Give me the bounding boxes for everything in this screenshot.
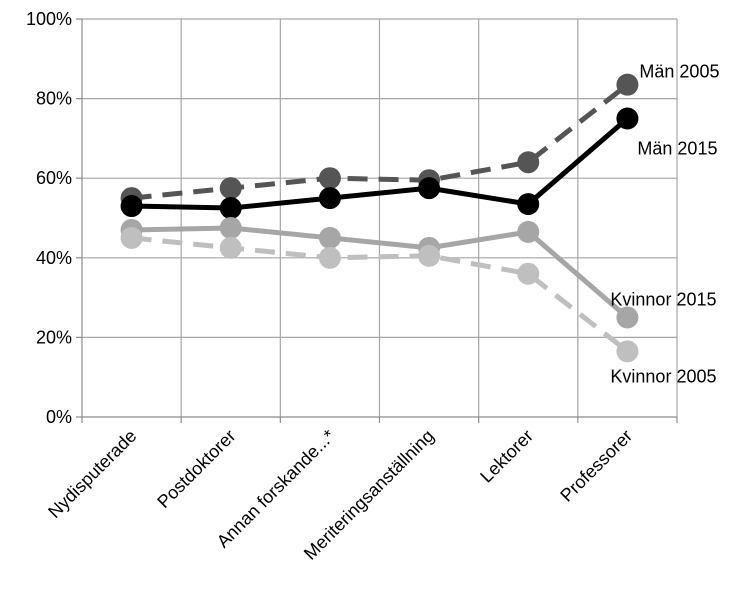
data-point-kvinnor-2015 [219, 216, 242, 239]
series-line-kvinnor-2015 [131, 225, 630, 320]
series-labels: Män 2005 Män 2015 Kvinnor 2015 Kvinnor 2005 [610, 62, 719, 387]
y-axis-ticks: 0% 20% 40% 60% 80% 100% [26, 9, 82, 427]
data-point-man-2005 [517, 151, 540, 174]
data-point-kvinnor-2015 [616, 306, 639, 329]
x-tick-label: Postdoktorer [153, 426, 239, 512]
data-point-man-2015 [219, 197, 242, 220]
series-label-kvinnor-2015: Kvinnor 2015 [610, 290, 716, 310]
y-tick-label: 100% [26, 9, 72, 29]
data-point-man-2015 [517, 193, 540, 216]
data-point-kvinnor-2005 [219, 236, 242, 259]
y-tick-label: 80% [36, 89, 72, 109]
data-point-man-2005 [616, 73, 639, 96]
x-tick-label: Lektorer [476, 426, 537, 487]
series-label-man-2015: Män 2015 [637, 139, 717, 159]
data-point-man-2005 [318, 167, 341, 190]
y-tick-label: 40% [36, 248, 72, 268]
y-tick-label: 0% [46, 407, 72, 427]
series-points [120, 73, 639, 363]
data-point-kvinnor-2005 [517, 262, 540, 285]
data-point-man-2015 [418, 177, 441, 200]
data-point-man-2015 [616, 107, 639, 130]
series-label-man-2005: Män 2005 [639, 62, 719, 82]
series-label-kvinnor-2005: Kvinnor 2005 [610, 366, 716, 386]
data-point-man-2015 [120, 195, 143, 218]
y-tick-label: 60% [36, 168, 72, 188]
y-tick-label: 20% [36, 327, 72, 347]
data-point-man-2015 [318, 187, 341, 210]
data-point-man-2005 [219, 177, 242, 200]
series-lines [131, 82, 630, 354]
series-line-man-2015 [131, 116, 630, 211]
series-line-kvinnor-2005 [131, 235, 629, 354]
series-line-man-2005 [131, 82, 629, 201]
data-point-kvinnor-2005 [418, 244, 441, 267]
data-point-kvinnor-2005 [616, 340, 639, 363]
grid-lines [82, 18, 678, 417]
data-point-kvinnor-2015 [318, 226, 341, 249]
data-point-kvinnor-2005 [120, 226, 143, 249]
data-point-kvinnor-2015 [517, 220, 540, 243]
x-tick-label: Nydisputerade [44, 426, 140, 522]
data-point-kvinnor-2005 [318, 246, 341, 269]
x-tick-label: Professorer [556, 426, 636, 506]
